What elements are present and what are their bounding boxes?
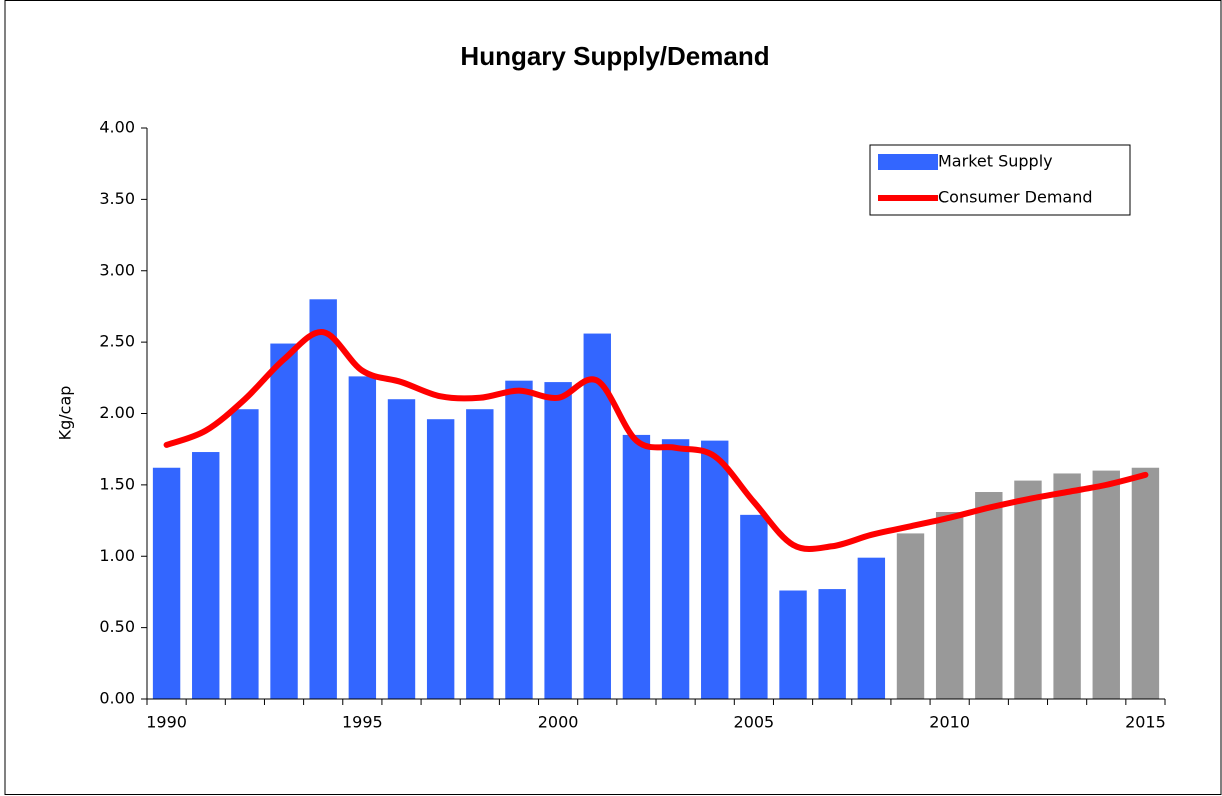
x-tick-label: 1990 bbox=[146, 713, 187, 732]
y-tick-label: 3.50 bbox=[99, 189, 135, 208]
bar bbox=[857, 557, 886, 699]
x-tick-label: 2010 bbox=[929, 713, 970, 732]
legend-label: Consumer Demand bbox=[938, 188, 1093, 207]
bar bbox=[779, 590, 807, 699]
y-tick-label: 2.00 bbox=[99, 403, 135, 422]
bar bbox=[1053, 473, 1081, 699]
y-tick-label: 0.00 bbox=[99, 689, 135, 708]
y-axis-label: Kg/cap bbox=[56, 386, 75, 441]
chart-title: Hungary Supply/Demand bbox=[460, 41, 769, 71]
bar bbox=[622, 434, 651, 699]
x-tick-label: 2005 bbox=[734, 713, 775, 732]
legend-label: Market Supply bbox=[938, 152, 1053, 171]
bar bbox=[740, 514, 768, 699]
y-tick-label: 0.50 bbox=[99, 617, 135, 636]
bar bbox=[1092, 470, 1120, 699]
bar bbox=[466, 409, 494, 699]
bar bbox=[818, 589, 846, 699]
bar bbox=[348, 376, 377, 699]
bar bbox=[701, 440, 729, 699]
bar bbox=[661, 439, 690, 699]
y-tick-label: 2.50 bbox=[99, 332, 135, 351]
x-tick-label: 1995 bbox=[342, 713, 383, 732]
bar bbox=[544, 382, 572, 699]
bar bbox=[896, 533, 925, 699]
x-tick-label: 2015 bbox=[1125, 713, 1166, 732]
bar bbox=[152, 467, 181, 699]
y-tick-label: 4.00 bbox=[99, 118, 135, 137]
bar bbox=[192, 452, 220, 699]
bar bbox=[426, 419, 455, 699]
y-tick-label: 1.00 bbox=[99, 546, 135, 565]
line bbox=[163, 329, 1149, 552]
legend-swatch bbox=[878, 154, 938, 170]
x-tick-label: 2000 bbox=[538, 713, 579, 732]
y-tick-label: 1.50 bbox=[99, 474, 135, 493]
bar bbox=[309, 299, 337, 699]
bar bbox=[975, 492, 1003, 699]
bar bbox=[1014, 480, 1042, 699]
bar bbox=[387, 399, 416, 699]
bar bbox=[935, 511, 964, 699]
bar bbox=[505, 380, 533, 699]
bar bbox=[270, 343, 298, 699]
y-tick-label: 3.00 bbox=[99, 260, 135, 279]
bar bbox=[231, 409, 259, 699]
bar bbox=[1131, 467, 1160, 699]
